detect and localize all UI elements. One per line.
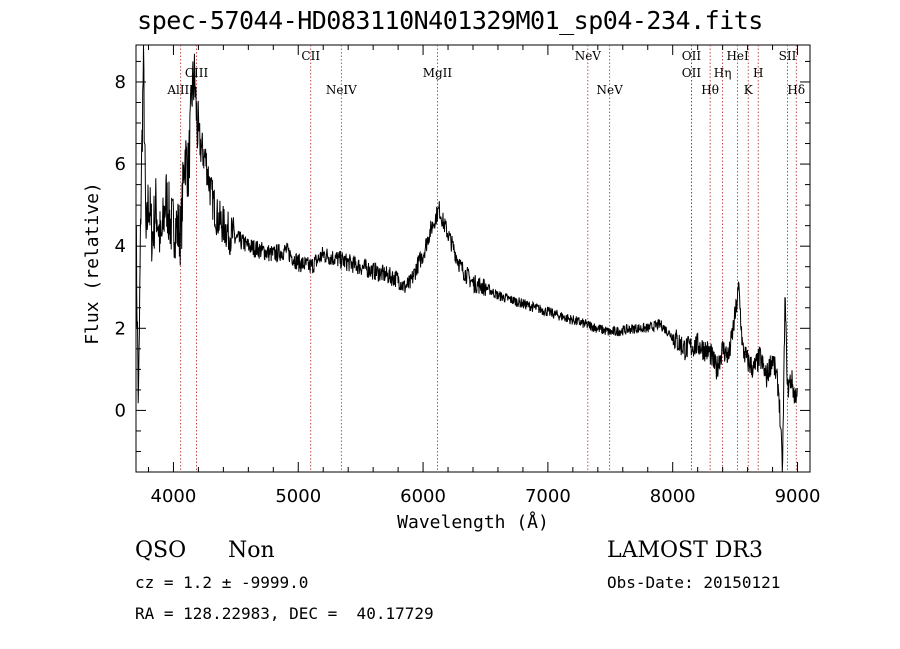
emission-line-label: Hθ — [701, 83, 719, 97]
chart-title: spec-57044-HD083110N401329M01_sp04-234.f… — [137, 6, 763, 35]
coordinates-readout: RA = 128.22983, DEC = 40.17729 — [135, 604, 434, 623]
emission-line-label: Hη — [714, 66, 732, 80]
y-tick-label: 0 — [115, 400, 126, 421]
y-axis-label: Flux (relative) — [82, 182, 103, 345]
spectrum-series-line — [135, 44, 798, 473]
x-tick-label: 6000 — [400, 486, 446, 507]
x-tick-label: 8000 — [650, 486, 696, 507]
emission-line-label: NeV — [597, 83, 624, 97]
emission-line-label: MgII — [423, 66, 453, 80]
plot-frame — [135, 44, 811, 473]
redshift-readout: cz = 1.2 ± -9999.0 — [135, 573, 309, 592]
emission-line-label: NeV — [575, 49, 602, 63]
y-tick-label: 4 — [115, 236, 126, 257]
x-tick-label: 7000 — [525, 486, 571, 507]
y-tick-label: 2 — [115, 318, 126, 339]
emission-line-label: H — [753, 66, 763, 80]
y-tick-label: 6 — [115, 154, 126, 175]
object-subclass: Non — [228, 538, 275, 563]
emission-line-label: NeIV — [326, 83, 357, 97]
emission-line-label: HeI — [726, 49, 749, 63]
x-tick-label: 9000 — [775, 486, 821, 507]
x-axis-label: Wavelength (Å) — [397, 511, 549, 533]
observation-date: Obs-Date: 20150121 — [607, 573, 781, 592]
survey-name: LAMOST DR3 — [607, 538, 763, 563]
emission-line-label: AlIII — [166, 83, 194, 97]
emission-line-label: Hδ — [787, 83, 805, 97]
x-tick-label: 4000 — [151, 486, 197, 507]
object-class: QSO — [135, 538, 187, 563]
emission-line-label: K — [744, 83, 754, 97]
emission-line-label: SII — [779, 49, 797, 63]
x-tick-label: 5000 — [275, 486, 321, 507]
emission-line-label: CIII — [185, 66, 209, 80]
y-tick-label: 8 — [115, 72, 126, 93]
emission-line-label: CII — [301, 49, 320, 63]
emission-line-label: OII — [682, 66, 702, 80]
